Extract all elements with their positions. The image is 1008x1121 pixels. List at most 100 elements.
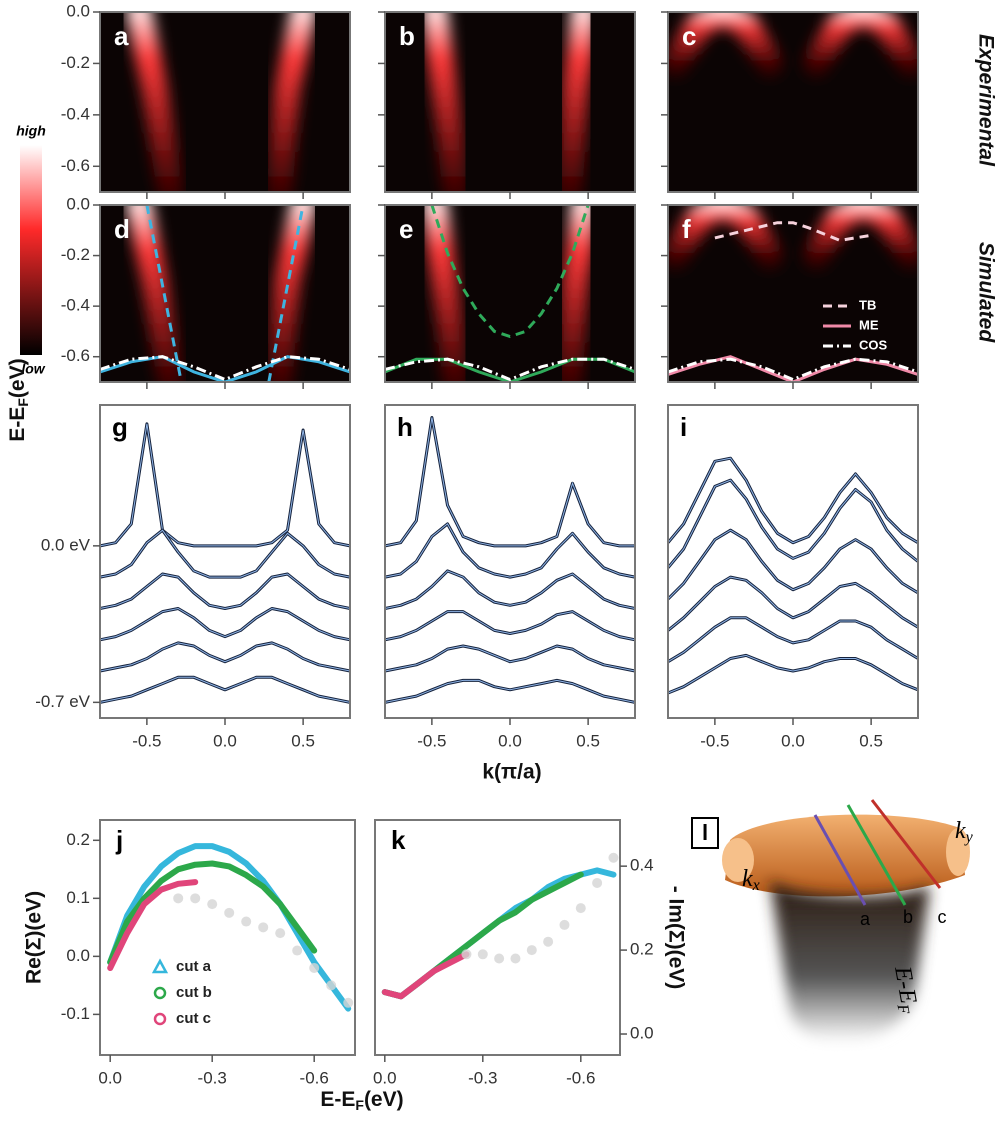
panel-label: h: [397, 412, 413, 442]
x-tick-label: 0.0: [373, 1068, 397, 1087]
self-energy-curve: [381, 951, 470, 1000]
map-layer: [385, 205, 635, 382]
y-tick-label: 0.0: [66, 946, 90, 965]
y-tick-label: 0.1: [66, 888, 90, 907]
x-tick-label: 0.0: [213, 731, 237, 750]
y-tick-label: 0.4: [630, 856, 654, 875]
legend-marker: [151, 958, 169, 974]
label-part: (eV): [364, 1088, 404, 1111]
edc-fit: [667, 529, 919, 600]
edc-fit: [384, 523, 636, 578]
label-part: k: [955, 818, 966, 844]
cut-line: [846, 804, 907, 906]
panel-label: k: [391, 825, 406, 855]
edc-fit: [667, 654, 919, 694]
band-line: [100, 355, 350, 382]
fermi-surface: [725, 814, 965, 897]
x-tick-label: -0.3: [468, 1068, 497, 1087]
plot-background: [668, 12, 918, 192]
legend-label: cut c: [176, 1010, 211, 1027]
x-tick-label: -0.6: [566, 1068, 595, 1087]
data-point: [494, 953, 505, 964]
edc-curve: [384, 522, 636, 579]
colorbar: [20, 145, 42, 355]
y-tick-label: 0.0 eV: [41, 535, 91, 554]
y-tick-label: 0.0: [66, 194, 90, 213]
edc-fit: [667, 576, 919, 631]
plot-frame: [99, 819, 356, 1056]
y-tick-label: -0.6: [61, 156, 90, 175]
legend-marker: [153, 986, 167, 1000]
intensity-ridge: [126, 205, 184, 382]
label-part: (eV): [6, 358, 29, 398]
plot-background: [385, 205, 635, 382]
band-line: [430, 205, 590, 339]
edc-fit: [667, 479, 919, 569]
data-point: [592, 877, 603, 888]
y-axis-title: Re(Σ)(eV): [23, 891, 46, 984]
edc-fit: [99, 529, 351, 578]
x-tick-label: 0.5: [576, 731, 600, 750]
legend-label: COS: [859, 337, 888, 352]
label-sub: y: [964, 829, 974, 846]
intensity-ridge: [556, 12, 597, 192]
x-axis-title: E-EF(eV): [320, 1088, 403, 1113]
x-tick-label: -0.5: [417, 731, 446, 750]
x-tick-label: -0.3: [198, 1068, 227, 1087]
label-sub: F: [894, 1002, 913, 1016]
map-layer: [422, 12, 597, 192]
band-line: [385, 357, 635, 382]
label-sub: x: [752, 877, 760, 894]
band-line: [145, 205, 305, 382]
map-layer: [668, 205, 918, 382]
y-tick-label: -0.4: [61, 296, 90, 315]
label-part: E-E: [6, 407, 29, 442]
illustration: l kx ky a b c E-EF: [691, 799, 974, 1043]
edc-curve: [384, 678, 636, 704]
legend-label: ME: [859, 317, 879, 332]
panel-label: l: [702, 820, 708, 845]
edc-fit: [384, 679, 636, 703]
x-axis-title: k(π/a): [482, 761, 541, 784]
x-tick-label: 0.5: [291, 731, 315, 750]
label-sub: F: [355, 1097, 364, 1113]
data-point: [292, 945, 303, 956]
y-tick-label: 0.0: [66, 1, 90, 20]
panel-label: c: [682, 21, 696, 51]
x-tick-label: 0.0: [98, 1068, 122, 1087]
data-point: [343, 997, 354, 1008]
intensity-ridge: [556, 205, 597, 382]
edc-curve: [667, 575, 919, 632]
data-point: [326, 980, 337, 991]
data-point: [173, 893, 184, 904]
axis-annotation: kx: [742, 866, 760, 894]
x-tick-label: 0.5: [859, 731, 883, 750]
data-point: [510, 953, 521, 964]
edc-curve: [666, 528, 919, 601]
cut-line: [870, 799, 942, 889]
label-sub: F: [15, 398, 31, 407]
map-layer: [126, 12, 317, 192]
legend-label: TB: [859, 297, 876, 312]
y-axis-title: - Im(Σ)(eV): [664, 886, 687, 990]
edc-fit: [384, 645, 636, 672]
intensity-ridge: [668, 12, 783, 77]
edc-fit: [384, 611, 636, 641]
data-point: [190, 893, 201, 904]
y-tick-label: -0.7 eV: [35, 692, 90, 711]
edc-fit: [99, 423, 351, 547]
y-axis-title: E-EF(eV): [6, 358, 31, 441]
self-energy-curve: [107, 843, 352, 1012]
cut-label: b: [903, 907, 913, 927]
row-label: Experimental: [974, 34, 997, 167]
data-point: [543, 936, 554, 947]
row-label: Simulated: [974, 242, 997, 344]
data-point: [559, 919, 570, 930]
edc-fit: [667, 617, 919, 663]
panel-label: d: [114, 214, 130, 244]
data-point: [275, 928, 286, 939]
data-point: [526, 945, 537, 956]
edc-curve: [99, 572, 351, 610]
